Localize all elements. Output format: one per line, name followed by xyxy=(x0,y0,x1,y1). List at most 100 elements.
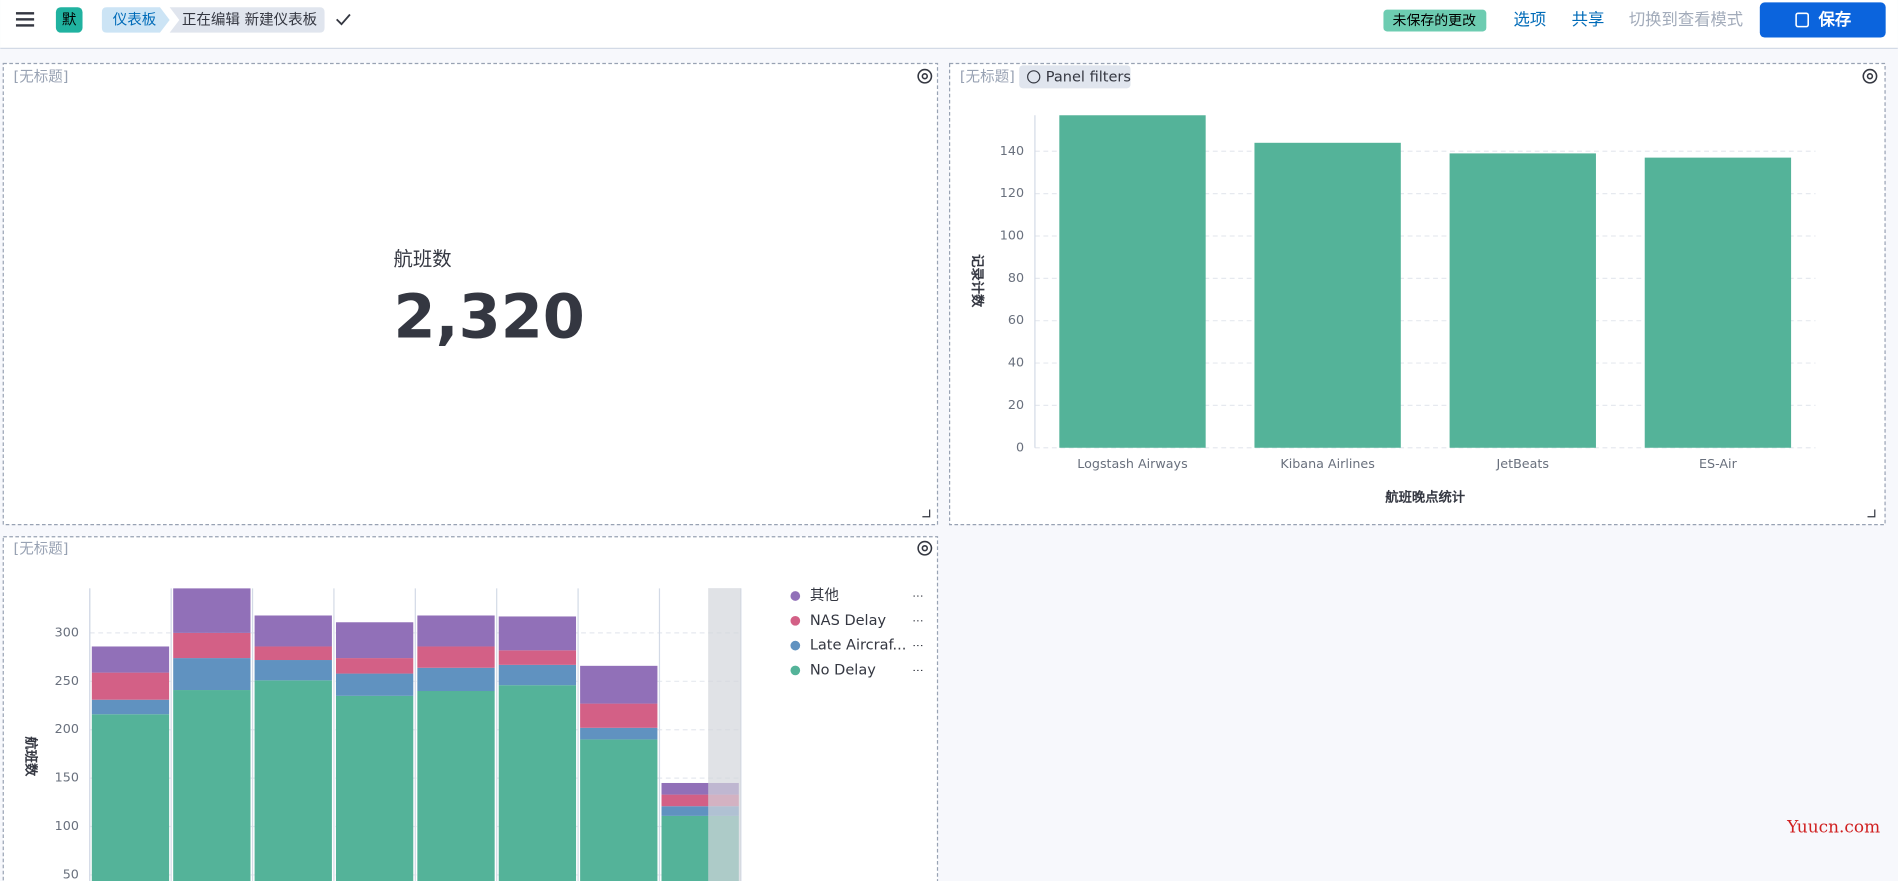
bar-segment xyxy=(254,660,332,681)
y-tick-label: 100 xyxy=(1000,227,1024,242)
y-tick-label: 140 xyxy=(1000,143,1024,158)
bar-segment xyxy=(335,673,414,696)
bar-segment xyxy=(173,632,251,659)
bar-segment xyxy=(254,615,332,647)
breadcrumb-text: 仪表板 xyxy=(113,11,157,29)
panel-title: [无标题] xyxy=(960,68,1015,85)
bar-segment xyxy=(661,794,739,807)
bar-segment xyxy=(661,806,739,816)
y-tick-label: 20 xyxy=(1008,397,1024,412)
space-badge[interactable] xyxy=(55,7,83,33)
space-badge-text: 默 xyxy=(62,12,77,29)
y-tick-label: 200 xyxy=(55,721,79,736)
legend-menu[interactable]: ⋮ xyxy=(912,665,925,676)
y-axis-title: 记录计数 xyxy=(969,254,986,308)
bar-segment xyxy=(580,739,658,881)
filter-icon xyxy=(1027,70,1041,84)
save-icon xyxy=(1795,12,1810,28)
bar-segment xyxy=(254,680,332,881)
check-icon[interactable] xyxy=(336,13,351,26)
metric-label: 航班数 xyxy=(394,248,452,271)
bar-segment xyxy=(91,672,170,700)
bar-segment xyxy=(91,714,170,881)
y-tick-label: 40 xyxy=(1008,355,1024,370)
y-tick-label: 50 xyxy=(63,866,79,881)
x-tick-label: Kibana Airlines xyxy=(1280,456,1374,471)
panel-filters-text: Panel filters xyxy=(1046,69,1131,85)
legend-dot xyxy=(790,640,801,651)
breadcrumb xyxy=(169,7,325,33)
y-tick-label: 250 xyxy=(55,673,79,688)
gear-icon[interactable] xyxy=(921,544,929,552)
bar-segment xyxy=(498,664,577,686)
bar-segment xyxy=(498,685,577,881)
y-tick-label: 100 xyxy=(55,818,79,833)
panel-title: [无标题] xyxy=(14,540,69,557)
panel-filters-badge[interactable] xyxy=(1019,65,1131,89)
gear-icon[interactable] xyxy=(917,540,933,556)
legend-menu[interactable]: ⋮ xyxy=(912,640,925,651)
bar xyxy=(1644,157,1792,448)
y-tick-label: 0 xyxy=(1016,439,1024,454)
save-button[interactable] xyxy=(1759,2,1886,38)
view-mode-link[interactable]: 切换到查看模式 xyxy=(1629,10,1743,29)
x-tick-label: Logstash Airways xyxy=(1077,456,1187,471)
bar-segment xyxy=(173,690,251,881)
x-tick-label: JetBeats xyxy=(1496,456,1549,471)
bar-segment xyxy=(417,646,495,668)
bar xyxy=(1449,153,1596,448)
legend-menu[interactable]: ⋮ xyxy=(912,615,925,626)
bar-segment xyxy=(335,695,414,881)
bar-segment xyxy=(335,658,414,674)
panel-title: [无标题] xyxy=(14,68,69,85)
bar-segment xyxy=(498,650,577,665)
legend-dot xyxy=(790,591,801,601)
legend-dot xyxy=(790,665,801,676)
legend-label[interactable]: 其他 xyxy=(810,587,839,604)
bar-segment xyxy=(91,646,170,673)
bar-segment xyxy=(498,616,577,651)
bar-segment xyxy=(173,588,251,633)
breadcrumb-text: 正在编辑 新建仪表板 xyxy=(182,11,318,29)
bar-segment xyxy=(580,665,658,704)
gear-icon[interactable] xyxy=(1866,73,1874,80)
y-axis-title: 航班数 xyxy=(22,736,39,777)
gear-icon[interactable] xyxy=(1862,68,1878,84)
bar-segment xyxy=(254,646,332,661)
unsaved-text: 未保存的更改 xyxy=(1393,13,1477,29)
gear-icon[interactable] xyxy=(921,73,929,80)
save-text: 保存 xyxy=(1818,10,1852,29)
bar xyxy=(1059,115,1206,448)
panel xyxy=(2,62,939,526)
y-tick-label: 300 xyxy=(55,624,79,639)
y-tick-label: 60 xyxy=(1008,312,1024,327)
legend-label[interactable]: Late Aircraf... xyxy=(810,638,907,654)
x-axis-title: 航班晚点统计 xyxy=(1385,488,1465,505)
gear-icon[interactable] xyxy=(917,68,933,84)
bar-segment xyxy=(417,615,495,647)
resize-handle[interactable] xyxy=(922,509,1876,518)
hover-highlight xyxy=(708,588,741,881)
bar-segment xyxy=(417,691,495,881)
bar-segment xyxy=(661,782,739,795)
metric-value: 2,320 xyxy=(394,282,585,352)
legend-label[interactable]: No Delay xyxy=(810,662,876,678)
breadcrumb[interactable] xyxy=(101,7,170,33)
bar-segment xyxy=(173,658,251,691)
options-link[interactable]: 选项 xyxy=(1514,10,1547,29)
bar-segment xyxy=(335,622,414,659)
y-tick-label: 150 xyxy=(55,770,79,785)
legend-menu[interactable]: ⋮ xyxy=(912,591,925,602)
y-tick-label: 120 xyxy=(1000,185,1024,200)
y-tick-label: 80 xyxy=(1008,270,1024,285)
menu-button[interactable] xyxy=(15,12,35,27)
x-tick-label: ES-Air xyxy=(1699,456,1738,471)
watermark: Yuucn.com xyxy=(1786,816,1880,836)
bar-segment xyxy=(580,703,658,728)
unsaved-badge xyxy=(1383,9,1487,32)
share-link[interactable]: 共享 xyxy=(1572,10,1605,29)
bar-segment xyxy=(91,699,170,715)
bar-segment xyxy=(580,727,658,740)
legend-label[interactable]: NAS Delay xyxy=(810,613,887,629)
